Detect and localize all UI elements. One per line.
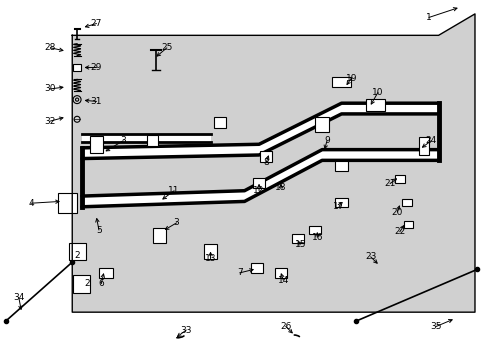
Bar	[58, 193, 77, 213]
Text: 28: 28	[44, 43, 56, 52]
Text: 11: 11	[168, 186, 180, 195]
Polygon shape	[82, 150, 438, 207]
Bar	[214, 117, 226, 128]
Polygon shape	[82, 103, 438, 158]
Bar	[365, 99, 385, 111]
Text: 6: 6	[98, 279, 104, 288]
Text: 18: 18	[275, 183, 286, 192]
Text: 33: 33	[180, 325, 192, 334]
Text: 22: 22	[393, 227, 405, 236]
Text: 31: 31	[91, 97, 102, 106]
Text: 14: 14	[277, 275, 288, 284]
Text: 20: 20	[391, 208, 402, 217]
Bar	[250, 262, 262, 273]
Bar	[308, 226, 320, 234]
Text: 12: 12	[253, 186, 264, 195]
Text: 3: 3	[120, 136, 126, 145]
Text: 25: 25	[161, 43, 172, 52]
Bar	[418, 137, 428, 155]
Bar	[147, 135, 157, 146]
Text: 30: 30	[44, 84, 56, 93]
Text: 19: 19	[345, 74, 356, 83]
Bar	[73, 63, 81, 71]
Text: 1: 1	[425, 13, 431, 22]
Bar	[335, 198, 347, 207]
Text: 21: 21	[384, 179, 395, 188]
Text: 29: 29	[91, 63, 102, 72]
Text: 5: 5	[96, 225, 102, 234]
Text: 27: 27	[91, 19, 102, 28]
Text: 24: 24	[425, 136, 436, 145]
Bar	[274, 268, 286, 278]
Text: 15: 15	[294, 240, 305, 249]
Bar	[315, 117, 328, 132]
Text: 2: 2	[84, 279, 89, 288]
Polygon shape	[72, 14, 474, 312]
Bar	[68, 243, 85, 260]
Bar	[89, 136, 103, 153]
Text: 32: 32	[44, 117, 56, 126]
Bar	[401, 199, 411, 206]
Text: 10: 10	[371, 88, 383, 97]
Text: 35: 35	[429, 322, 441, 331]
Text: 8: 8	[263, 158, 269, 167]
Text: 26: 26	[280, 322, 291, 331]
Bar	[334, 161, 347, 171]
Bar	[73, 275, 90, 293]
Text: 34: 34	[13, 293, 24, 302]
Text: 9: 9	[324, 136, 329, 145]
Bar	[403, 221, 412, 228]
Text: 7: 7	[236, 268, 242, 277]
Polygon shape	[82, 134, 210, 143]
Bar	[152, 228, 166, 243]
Bar	[99, 268, 113, 278]
Text: 16: 16	[311, 233, 323, 242]
Text: 23: 23	[364, 252, 376, 261]
Text: 2: 2	[74, 251, 80, 260]
Bar	[260, 152, 272, 162]
Bar	[291, 234, 304, 243]
Text: 4: 4	[28, 199, 34, 208]
Bar	[203, 244, 217, 258]
Bar	[331, 77, 350, 87]
Text: 3: 3	[173, 219, 179, 228]
Text: 17: 17	[333, 202, 344, 211]
Text: 13: 13	[204, 254, 216, 263]
Bar	[252, 178, 264, 188]
Bar	[394, 175, 404, 183]
